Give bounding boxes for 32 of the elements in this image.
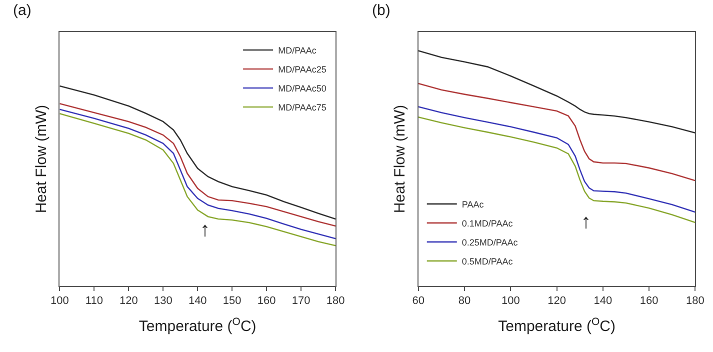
x-tick-label: 100 [50, 295, 69, 308]
x-tick-label: 100 [501, 295, 520, 308]
legend-label: 0.1MD/PAAc [462, 218, 514, 228]
x-tick-label: 150 [222, 295, 242, 308]
x-tick-label: 180 [326, 295, 345, 308]
x-tick-label: 130 [154, 295, 172, 308]
x-tick-label: 180 [686, 295, 704, 308]
x-tick-label: 120 [119, 295, 138, 308]
x-tick-label: 140 [188, 295, 207, 308]
x-tick-label: 80 [458, 295, 471, 308]
y-axis-title: Heat Flow (mW) [32, 104, 50, 214]
x-tick-label: 140 [594, 295, 612, 308]
legend-label: MD/PAAc [278, 46, 317, 56]
annotation: ↑ [200, 219, 210, 241]
legend-label: MD/PAAc75 [278, 102, 326, 113]
legend-label: MD/PAAc25 [278, 64, 326, 75]
x-tick-label: 60 [412, 295, 425, 308]
legend-label: MD/PAAc50 [278, 84, 326, 94]
x-tick-label: 170 [292, 295, 310, 308]
legend-label: 0.5MD/PAAc [462, 256, 514, 266]
x-tick-label: 160 [257, 295, 276, 308]
y-axis-title: Heat Flow (mW) [392, 104, 409, 214]
chart-title: (b) [372, 2, 390, 19]
x-axis-title: Temperature ($^{O}$C) [498, 316, 616, 336]
x-tick-label: 160 [640, 295, 658, 308]
x-tick-label: 110 [85, 295, 103, 308]
x-axis-title: Temperature ($^{O}$C) [138, 316, 256, 336]
x-tick-label: 120 [548, 295, 566, 308]
legend-label: PAAc [462, 199, 484, 210]
legend-label: 0.25MD/PAAc [462, 237, 518, 248]
chart-title: (a) [13, 2, 32, 19]
annotation: ↑ [581, 211, 591, 233]
